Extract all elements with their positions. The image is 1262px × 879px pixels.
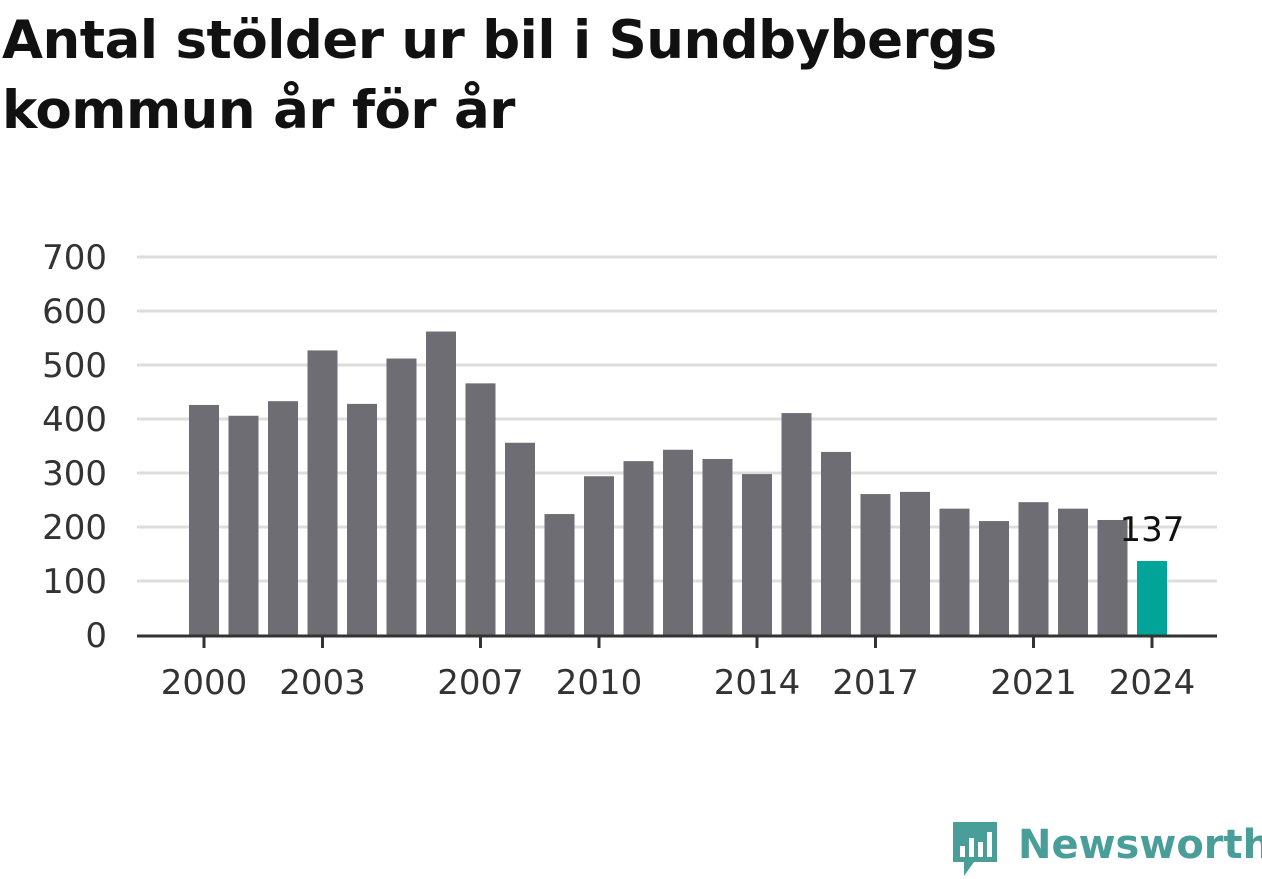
bar-2006 [426, 331, 456, 635]
bar-2007 [465, 383, 496, 635]
x-tick-label-2000: 2000 [161, 663, 248, 703]
bars [189, 331, 1167, 635]
y-tick-label-400: 400 [42, 400, 107, 440]
data-labels: 137 [1120, 510, 1185, 550]
y-tick-label-100: 100 [42, 562, 107, 602]
bar-2020 [979, 521, 1009, 635]
bar-2004 [347, 403, 377, 635]
bar-2024 [1137, 561, 1167, 635]
y-tick-label-500: 500 [42, 346, 107, 386]
bar-2015 [781, 413, 812, 635]
data-label-2024: 137 [1120, 510, 1185, 550]
y-axis-tick-labels: 0 100 200 300 400 500 600 700 [42, 238, 107, 656]
y-tick-label-200: 200 [42, 508, 107, 548]
x-axis-tick-labels: 2000 2003 2007 2010 2014 2017 2021 2024 [161, 663, 1196, 703]
bar-2005 [386, 358, 417, 635]
y-tick-label-600: 600 [42, 292, 107, 332]
y-tick-label-300: 300 [42, 454, 107, 494]
bar-2021 [1018, 502, 1049, 635]
newsworthy-logo-text: Newsworthy [1018, 822, 1262, 868]
y-tick-label-700: 700 [42, 238, 107, 278]
chart-title: Antal stölder ur bil i Sundbybergs kommu… [2, 10, 997, 141]
bar-2000 [189, 404, 219, 635]
x-tick-label-2021: 2021 [990, 663, 1077, 703]
bar-2014 [742, 474, 772, 635]
bar-2013 [702, 458, 733, 635]
bar-2003 [307, 350, 338, 635]
x-axis [137, 634, 1217, 648]
bar-2022 [1058, 508, 1088, 635]
x-tick-label-2007: 2007 [437, 663, 524, 703]
newsworthy-logo: Newsworthy [950, 818, 1262, 878]
bar-2019 [939, 508, 970, 635]
x-tick-label-2010: 2010 [556, 663, 643, 703]
newsworthy-logo-icon [953, 822, 997, 876]
x-tick-label-2017: 2017 [832, 663, 919, 703]
bar-2001 [228, 415, 259, 635]
bar-2023 [1097, 519, 1128, 635]
bar-2017 [860, 494, 891, 635]
x-tick-label-2024: 2024 [1109, 663, 1196, 703]
bar-2011 [623, 461, 654, 635]
bar-2002 [268, 401, 298, 635]
y-tick-label-0: 0 [85, 616, 107, 656]
bar-2016 [821, 451, 851, 635]
x-tick-label-2014: 2014 [714, 663, 801, 703]
bar-2009 [544, 514, 575, 635]
bar-2008 [505, 442, 535, 635]
bar-2010 [584, 476, 614, 635]
bar-2012 [663, 449, 693, 635]
x-tick-label-2003: 2003 [279, 663, 366, 703]
bar-2018 [900, 491, 930, 635]
